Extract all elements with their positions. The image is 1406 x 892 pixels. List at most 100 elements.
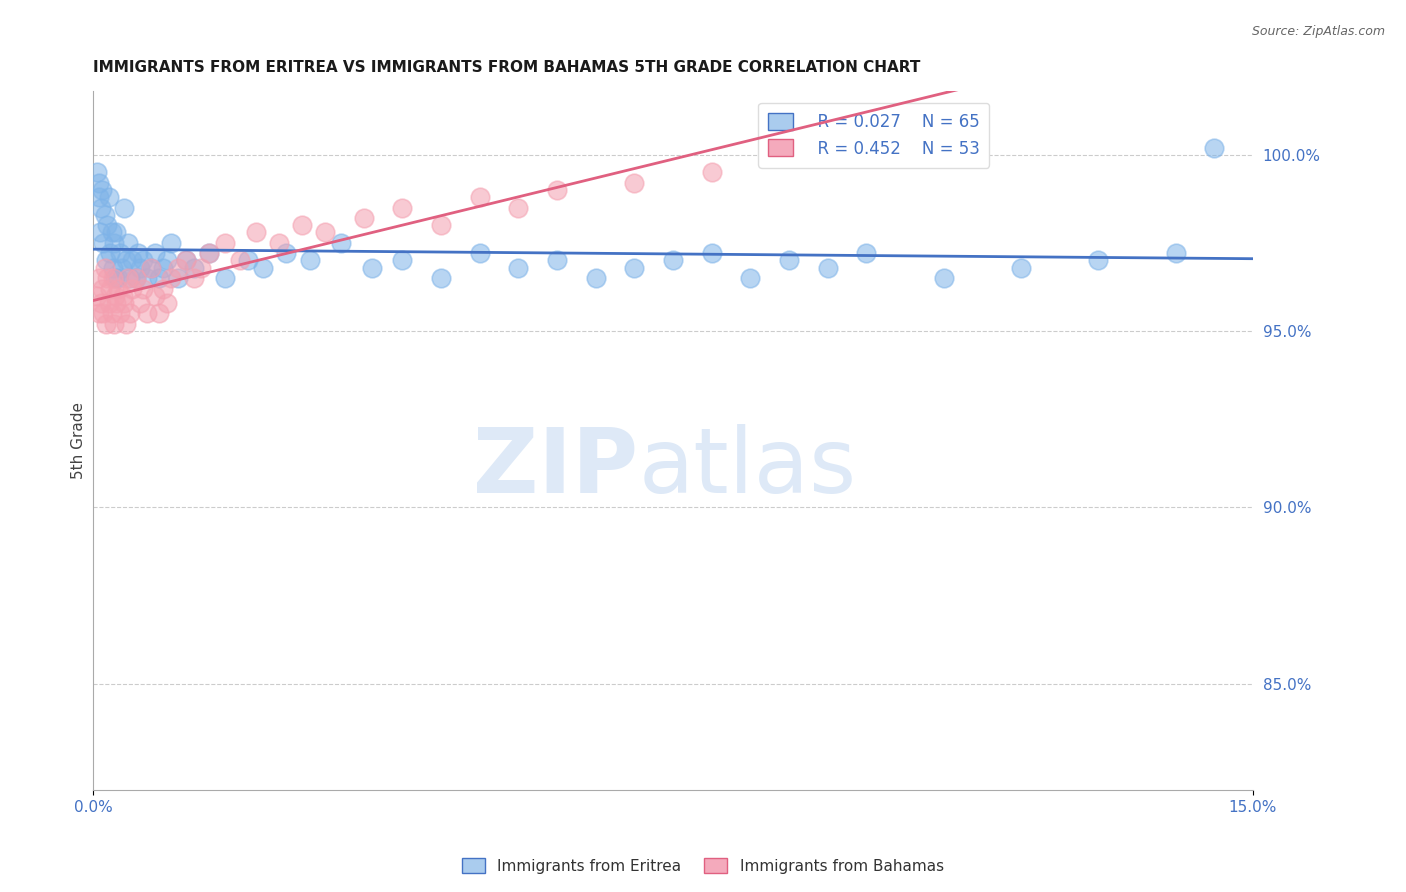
Point [110,306,132,320]
Point [932,271,955,285]
Point [778,253,800,268]
Point [136,271,159,285]
Point [105,225,128,239]
Point [855,246,877,260]
Point [508,260,530,275]
Point [128,260,150,275]
Point [107,271,129,285]
Point [117,235,139,250]
Point [236,253,259,268]
Point [143,246,166,260]
Point [198,246,221,260]
Point [700,246,723,260]
Point [101,260,124,275]
Point [89,225,111,239]
Point [214,271,236,285]
Point [585,271,607,285]
Point [143,289,166,303]
Point [112,201,135,215]
Point [156,253,179,268]
Point [329,235,352,250]
Point [114,317,136,331]
Point [97,190,120,204]
Point [111,289,134,303]
Point [87,190,110,204]
Point [623,176,645,190]
Point [101,271,124,285]
Point [190,260,212,275]
Point [167,271,190,285]
Point [353,211,375,226]
Point [314,225,336,239]
Point [110,246,132,260]
Point [141,260,163,275]
Point [127,246,149,260]
Point [96,253,118,268]
Point [159,271,181,285]
Point [118,271,141,285]
Point [107,282,129,296]
Point [98,246,121,260]
Point [91,306,114,320]
Text: IMMIGRANTS FROM ERITREA VS IMMIGRANTS FROM BAHAMAS 5TH GRADE CORRELATION CHART: IMMIGRANTS FROM ERITREA VS IMMIGRANTS FR… [93,60,921,75]
Point [468,190,491,204]
Point [623,260,645,275]
Point [152,282,174,296]
Point [91,282,114,296]
Text: atlas: atlas [638,425,856,512]
Point [148,306,170,320]
Point [94,260,117,275]
Point [174,253,197,268]
Y-axis label: 5th Grade: 5th Grade [72,402,86,479]
Point [128,295,150,310]
Point [120,306,142,320]
Point [104,289,127,303]
Point [117,271,139,285]
Point [125,271,148,285]
Point [105,295,128,310]
Point [114,253,136,268]
Point [100,225,122,239]
Point [662,253,685,268]
Point [96,317,118,331]
Point [91,183,114,197]
Point [267,235,290,250]
Point [252,260,274,275]
Point [96,271,118,285]
Point [141,260,163,275]
Point [159,235,181,250]
Point [132,253,155,268]
Legend:   R = 0.027    N = 65,   R = 0.452    N = 53: R = 0.027 N = 65, R = 0.452 N = 53 [758,103,990,168]
Point [298,253,321,268]
Point [86,289,108,303]
Point [214,235,236,250]
Point [468,246,491,260]
Point [87,306,110,320]
Point [132,282,155,296]
Point [546,183,568,197]
Point [700,165,723,179]
Point [174,253,197,268]
Point [183,260,205,275]
Point [546,253,568,268]
Point [103,235,125,250]
Point [508,201,530,215]
Point [90,201,112,215]
Point [740,271,762,285]
Point [97,295,120,310]
Point [121,282,143,296]
Point [96,218,118,232]
Point [89,271,111,285]
Text: Source: ZipAtlas.com: Source: ZipAtlas.com [1251,25,1385,38]
Point [148,271,170,285]
Point [103,317,125,331]
Point [1204,140,1226,154]
Point [276,246,298,260]
Legend: Immigrants from Eritrea, Immigrants from Bahamas: Immigrants from Eritrea, Immigrants from… [456,852,950,880]
Point [152,260,174,275]
Point [817,260,839,275]
Point [229,253,252,268]
Point [198,246,221,260]
Point [125,271,148,285]
Point [1010,260,1032,275]
